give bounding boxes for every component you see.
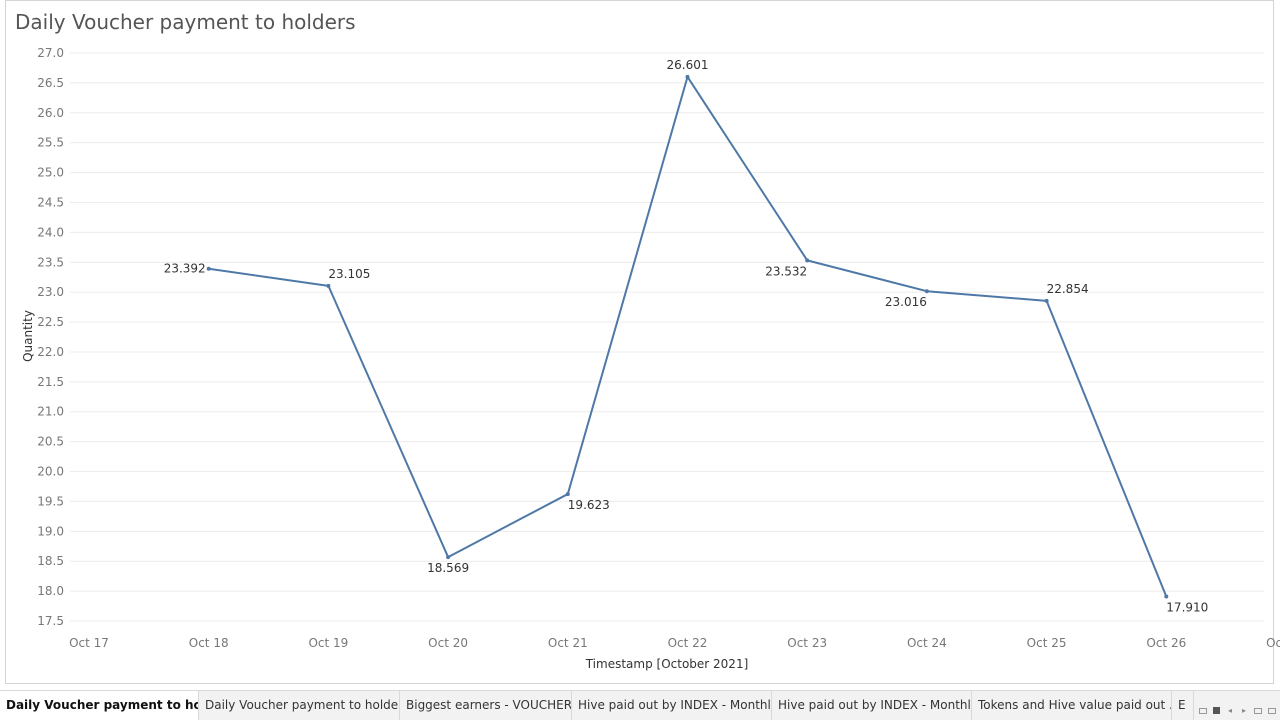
data-label: 18.569 [427,561,469,575]
y-tick-label: 21.5 [37,375,64,389]
y-tick-label: 18.5 [37,554,64,568]
x-axis-title: Timestamp [October 2021] [585,657,749,671]
x-tick-label: Oct 22 [668,636,708,650]
data-label: 22.854 [1047,282,1089,296]
y-tick-label: 26.0 [37,106,64,120]
x-tick-label: Oct 18 [189,636,229,650]
data-point[interactable] [1164,594,1169,599]
x-tick-label: Oct 21 [548,636,588,650]
data-label: 23.392 [164,262,206,276]
fullscreen-icon[interactable] [1254,708,1262,714]
x-axis: Oct 17 Oct 18 Oct 19 Oct 20 Oct 21 Oct 22 Oct … [69,636,1280,650]
y-tick-label: 27.0 [37,46,64,60]
next-icon[interactable]: ▸ [1241,706,1246,715]
tab-overflow[interactable]: E [1172,691,1194,720]
data-label: 26.601 [667,58,709,72]
tab-hive-paid-monthly-1[interactable]: Hive paid out by INDEX - Monthly [572,691,772,720]
x-tick-label: Oct 27 [1266,636,1280,650]
tab-controls: ◂ ▸ [1199,707,1276,717]
prev-icon[interactable]: ◂ [1227,706,1232,715]
data-point[interactable] [565,492,570,497]
y-tick-label: 24.0 [37,225,64,239]
data-label: 23.105 [328,267,370,281]
chart-title: Daily Voucher payment to holders [15,10,356,34]
tab-daily-voucher-1[interactable]: Daily Voucher payment to hold... [0,691,199,720]
tab-daily-voucher-2[interactable]: Daily Voucher payment to holde... [199,691,400,720]
list-icon[interactable] [1199,708,1207,714]
y-tick-label: 22.5 [37,315,64,329]
data-label: 23.016 [885,295,927,309]
y-tick-label: 25.0 [37,166,64,180]
data-point[interactable] [805,258,810,263]
data-labels: 23.392 23.105 18.569 19.623 26.601 23.532 23.0… [164,58,1209,615]
y-tick-label: 22.0 [37,345,64,359]
y-tick-label: 17.5 [37,614,64,628]
y-tick-label: 24.5 [37,195,64,209]
data-label: 23.532 [765,264,807,278]
y-tick-label: 20.5 [37,435,64,449]
x-tick-label: Oct 24 [907,636,947,650]
present-icon[interactable] [1268,708,1276,714]
y-tick-label: 26.5 [37,76,64,90]
y-tick-label: 19.5 [37,494,64,508]
y-tick-label: 18.0 [37,584,64,598]
tab-tokens-hive-value[interactable]: Tokens and Hive value paid out ... [972,691,1172,720]
data-point[interactable] [685,74,690,79]
y-tick-label: 25.5 [37,136,64,150]
y-axis-title: Quantity [21,310,35,362]
x-tick-label: Oct 20 [428,636,468,650]
tab-biggest-earners[interactable]: Biggest earners - VOUCHER [400,691,572,720]
sheet-tab-bar: Daily Voucher payment to hold... Daily V… [0,690,1280,720]
grid-icon[interactable] [1213,707,1220,714]
y-tick-label: 23.5 [37,255,64,269]
y-axis: 17.5 18.0 18.5 19.0 19.5 20.0 20.5 21.0 21.5 22.0… [37,46,64,628]
tab-hive-paid-monthly-2[interactable]: Hive paid out by INDEX - Monthl... [772,691,972,720]
data-point[interactable] [326,283,331,288]
y-tick-label: 20.0 [37,465,64,479]
data-point[interactable] [206,266,211,271]
x-tick-label: Oct 17 [69,636,109,650]
series-line[interactable] [208,75,1168,597]
data-point[interactable] [1044,298,1049,303]
data-point[interactable] [446,555,451,560]
x-tick-label: Oct 23 [787,636,827,650]
line-chart[interactable]: 17.5 18.0 18.5 19.0 19.5 20.0 20.5 21.0 21.5 22.0… [0,0,1280,688]
y-tick-label: 23.0 [37,285,64,299]
y-tick-label: 19.0 [37,524,64,538]
data-label: 19.623 [568,498,610,512]
y-tick-label: 21.0 [37,405,64,419]
grid-lines [70,52,1264,622]
data-label: 17.910 [1166,600,1208,614]
x-tick-label: Oct 19 [308,636,348,650]
series-quantity[interactable] [206,74,1169,599]
data-point[interactable] [924,289,929,294]
x-tick-label: Oct 26 [1146,636,1186,650]
x-tick-label: Oct 25 [1027,636,1067,650]
